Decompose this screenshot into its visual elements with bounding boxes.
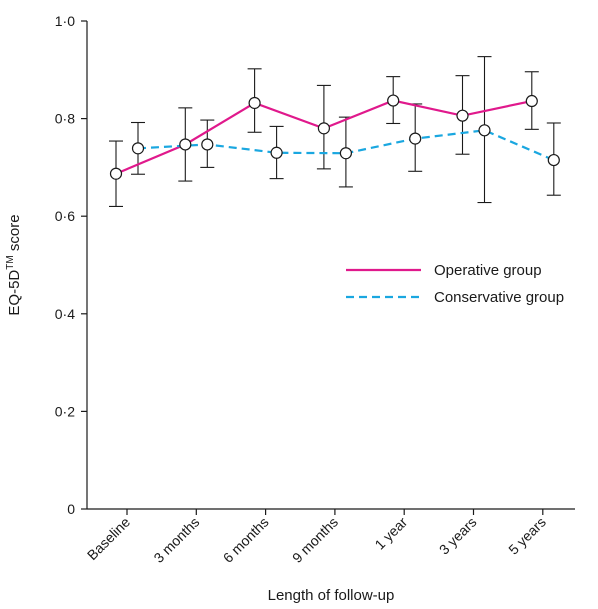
conservative-group-markers (131, 124, 560, 167)
x-tick-label: 3 months (150, 514, 202, 566)
data-point (456, 109, 469, 122)
operative-group-error-bars (109, 68, 539, 207)
data-point (201, 138, 214, 151)
data-point (270, 146, 283, 159)
data-point (478, 124, 491, 137)
y-ticks: 0 0·2 0·4 0·6 0·8 1·0 (55, 13, 87, 517)
y-tick-label: 0·4 (55, 306, 75, 322)
x-tick-label: 3 years (436, 514, 480, 558)
y-tick-label: 0·6 (55, 208, 75, 224)
x-tick-label: Baseline (84, 514, 133, 563)
legend-label: Operative group (434, 262, 542, 279)
y-axis-label-suffix: score (6, 214, 23, 255)
x-tick-label: 5 years (505, 514, 549, 558)
series-layer (109, 56, 561, 207)
operative-group-markers (109, 94, 538, 180)
x-tick-label: 6 months (220, 514, 272, 566)
x-tick-label: 1 year (371, 514, 410, 553)
y-tick-label: 0·8 (55, 111, 75, 127)
conservative-group-error-bars (131, 56, 561, 204)
data-point (339, 147, 352, 160)
data-point (525, 94, 538, 108)
y-tick-label: 1·0 (55, 13, 75, 29)
x-tick-label: 9 months (289, 514, 341, 566)
y-tick-label: 0 (67, 501, 75, 517)
y-axis-label: EQ-5DTM score (5, 214, 23, 315)
axes (86, 21, 575, 510)
data-point (109, 167, 123, 180)
y-tick-label: 0·2 (55, 403, 75, 419)
x-axis-label: Length of follow-up (268, 587, 395, 604)
data-point (179, 138, 192, 151)
legend: Operative group Conservative group (346, 262, 564, 306)
legend-label: Conservative group (434, 289, 564, 306)
y-axis-label-superscript: TM (5, 255, 16, 269)
data-point (248, 96, 261, 110)
data-point (131, 142, 145, 155)
x-ticks: Baseline 3 months 6 months 9 months 1 year 3 … (84, 509, 549, 566)
data-point (387, 94, 400, 107)
data-point (547, 153, 560, 167)
y-axis-label-main: EQ-5D (6, 270, 23, 316)
data-point (317, 122, 330, 135)
data-point (409, 132, 422, 145)
